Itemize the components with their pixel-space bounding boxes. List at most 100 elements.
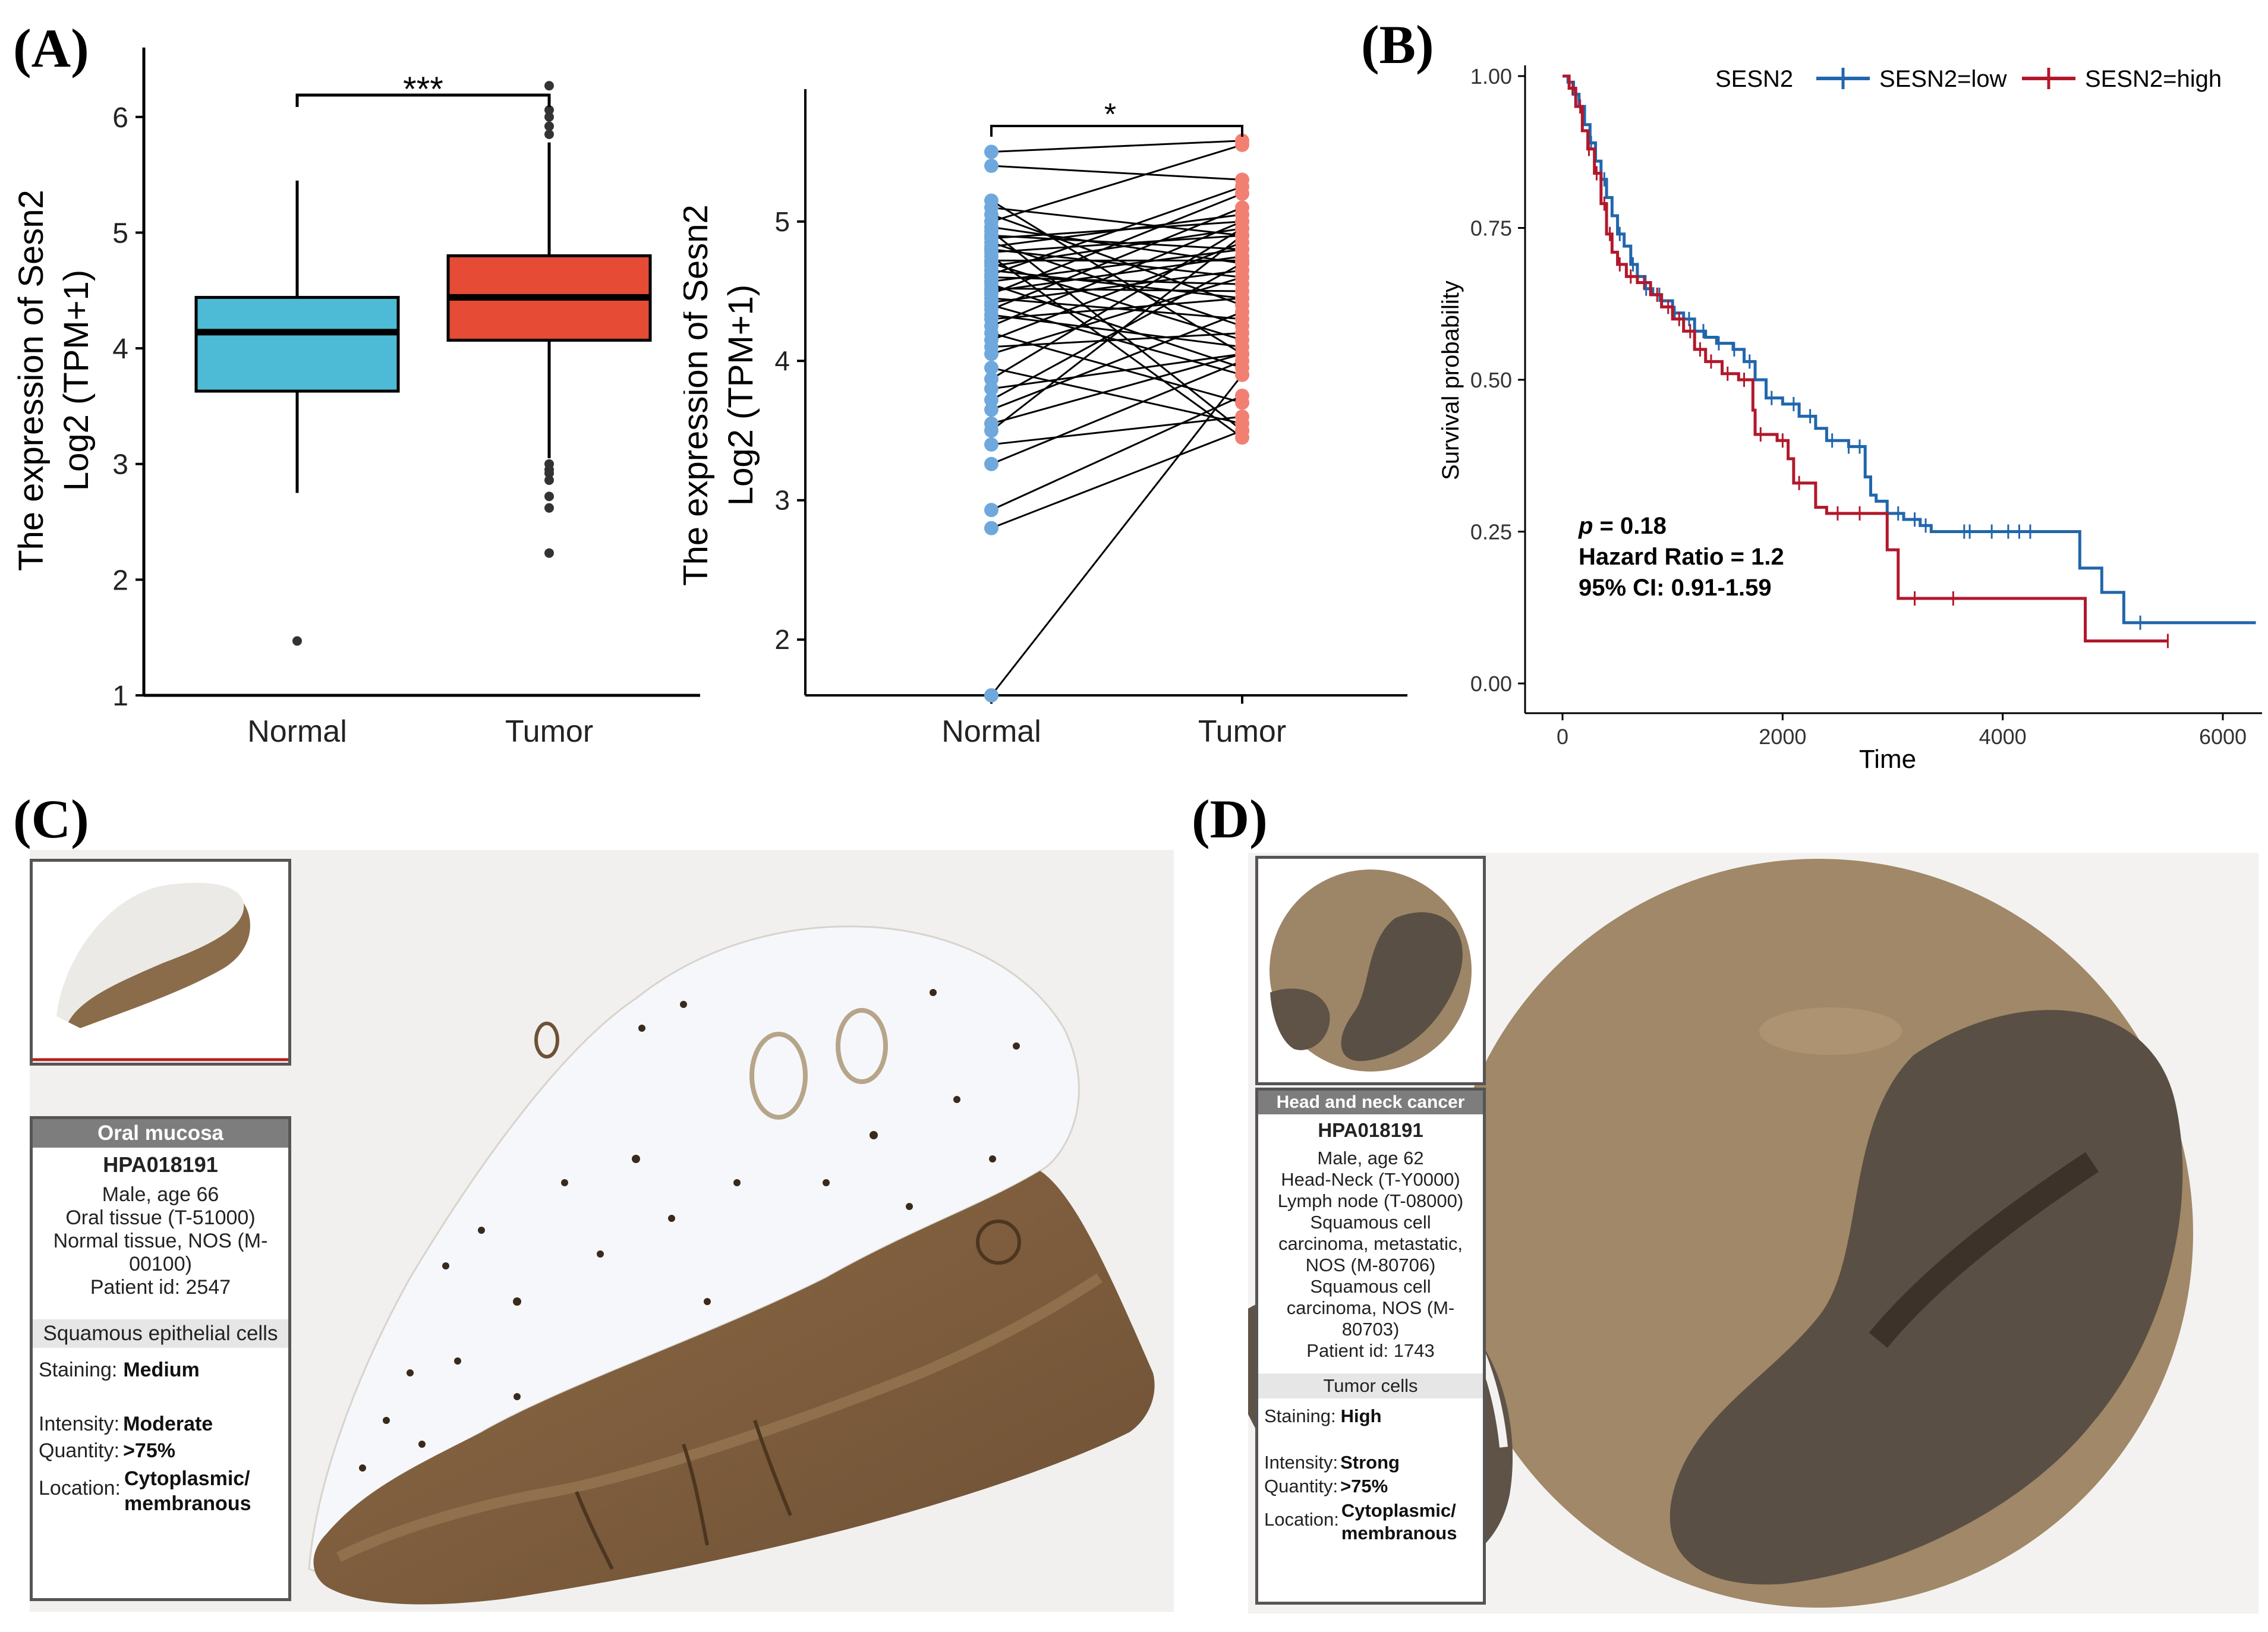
paired-point-normal-6 (984, 416, 998, 431)
thumbnail-normal-drawing (33, 883, 288, 1061)
paired-line-34 (991, 256, 1243, 439)
paired-ytick-label-2: 4 (774, 345, 790, 376)
paired-point-tumor-47 (1235, 172, 1249, 187)
tumor-patient-info-7: Squamous cell (1310, 1276, 1431, 1297)
paired-xtick-tumor: Tumor (1198, 714, 1286, 749)
km-annotation-hr: Hazard Ratio = 1.2 (1579, 544, 1784, 570)
km-xlabel: Time (1859, 745, 1916, 774)
paired-chart: The expression of Sesn2 Log2 (TPM+1) * N… (683, 89, 1407, 749)
boxplot-xtick-normal: Normal (247, 714, 347, 749)
paired-point-tumor-26 (1235, 360, 1249, 375)
boxplot-significance: *** (403, 70, 443, 109)
location-label-tumor: Location: (1264, 1509, 1339, 1530)
boxplot-xtick-tumor: Tumor (505, 714, 593, 749)
paired-line-5 (991, 235, 1243, 431)
paired-point-normal-46 (984, 193, 998, 208)
paired-point-tumor-36 (1235, 270, 1249, 285)
antibody-id-normal: HPA018191 (103, 1152, 218, 1177)
intensity-value-tumor: Strong (1340, 1452, 1400, 1473)
km-legend-low-label: SESN2=low (1879, 66, 2007, 92)
boxplot-ytick-label-0: 1 (112, 680, 128, 712)
boxplot-outlier-1-2 (544, 492, 554, 502)
paired-line-36 (991, 248, 1243, 279)
km-annotation-p: p = 0.18 (1578, 513, 1667, 539)
boxplot-ytick-label-3: 4 (112, 333, 128, 365)
patient-info-3: Normal tissue, NOS (M- (53, 1230, 268, 1252)
tumor-patient-info-10: Patient id: 1743 (1306, 1340, 1435, 1361)
boxplot-outlier-1-10 (544, 105, 554, 115)
location-label-normal: Location: (39, 1477, 121, 1499)
paired-line-22 (991, 297, 1243, 320)
location-row-tumor: Location: Cytoplasmic/ membranous (1264, 1499, 1483, 1545)
paired-line-39 (991, 220, 1243, 240)
antibody-id-tumor: HPA018191 (1318, 1119, 1423, 1141)
paired-point-tumor-42 (1235, 256, 1249, 271)
km-curve-low (1563, 74, 2256, 625)
staining-label-normal: Staining: (39, 1359, 118, 1381)
paired-point-normal-9 (984, 382, 998, 396)
survival-chart: Survival probability Time SESN2 SESN2=lo… (1438, 64, 2262, 774)
boxplot-ylabel-2: Log2 (TPM+1) (57, 270, 96, 491)
quantity-label-tumor: Quantity: (1264, 1476, 1338, 1496)
panel-label-c: (C) (13, 789, 89, 849)
quantity-value-tumor: >75% (1340, 1476, 1388, 1496)
paired-point-normal-4 (984, 437, 998, 452)
km-ytick-label-4: 1.00 (1470, 64, 1512, 89)
thumbnail-normal (30, 859, 291, 1066)
paired-point-tumor-38 (1235, 319, 1249, 333)
km-xtick-label-0: 0 (1557, 724, 1568, 749)
paired-point-tumor-32 (1235, 333, 1249, 348)
paired-line-14 (991, 241, 1243, 341)
intensity-row-tumor: Intensity: Strong (1264, 1452, 1483, 1473)
paired-point-tumor-40 (1235, 242, 1249, 257)
paired-line-20 (991, 304, 1243, 376)
boxplot-chart: The expression of Sesn2 Log2 (TPM+1) ***… (12, 48, 700, 749)
paired-line-21 (991, 269, 1243, 304)
staining-row-normal: Staining: Medium (39, 1359, 288, 1382)
paired-significance: * (1104, 97, 1116, 132)
km-ytick-label-3: 0.75 (1470, 216, 1512, 241)
paired-ytick-label-0: 2 (774, 624, 790, 655)
intensity-value-normal: Moderate (123, 1413, 213, 1435)
km-xtick-label-1: 2000 (1759, 724, 1806, 749)
paired-line-42 (991, 226, 1243, 264)
panel-label-d: (D) (1192, 789, 1268, 849)
paired-line-15 (991, 332, 1243, 404)
panel-label-b: (B) (1361, 14, 1434, 75)
boxplot-outlier-1-7 (544, 129, 554, 139)
boxplot-outlier-1-1 (544, 503, 554, 513)
paired-point-tumor-39 (1235, 214, 1249, 229)
paired-line-28 (991, 276, 1243, 285)
staining-label-tumor: Staining: (1264, 1406, 1336, 1426)
paired-point-tumor-15 (1235, 395, 1249, 410)
paired-line-4 (991, 415, 1243, 446)
info-box-tumor: Head and neck cancer HPA018191 Male, age… (1255, 1088, 1486, 1605)
paired-point-normal-2 (984, 503, 998, 518)
boxplot-outlier-1-8 (544, 121, 554, 131)
paired-line-6 (991, 353, 1243, 425)
km-xtick-label-2: 4000 (1979, 724, 2027, 749)
paired-line-43 (991, 144, 1243, 223)
paired-point-tumor-41 (1235, 423, 1249, 438)
paired-line-24 (991, 255, 1243, 292)
tumor-patient-info-3: Lymph node (T-08000) (1277, 1190, 1464, 1211)
cell-type-tumor: Tumor cells (1258, 1373, 1483, 1398)
tumor-patient-info-9: 80703) (1341, 1319, 1400, 1340)
tumor-patient-info-4: Squamous cell (1310, 1212, 1431, 1233)
location-value-tumor: Cytoplasmic/ membranous (1341, 1500, 1457, 1543)
tumor-patient-info-1: Male, age 62 (1317, 1148, 1424, 1168)
tumor-patient-info-5: carcinoma, metastatic, (1278, 1233, 1463, 1254)
paired-ytick-label-1: 3 (774, 485, 790, 516)
paired-point-normal-11 (984, 360, 998, 375)
staining-value-normal: Medium (123, 1359, 200, 1381)
intensity-row-normal: Intensity: Moderate (39, 1413, 288, 1436)
paired-ylabel-2: Log2 (TPM+1) (722, 285, 760, 506)
paired-line-48 (991, 140, 1243, 153)
tissue-normal-drawing (308, 925, 1155, 1605)
quantity-value-normal: >75% (123, 1439, 175, 1462)
paired-line-9 (991, 353, 1243, 390)
paired-point-tumor-44 (1235, 298, 1249, 313)
info-box-normal: Oral mucosa HPA018191 Male, age 66 Oral … (30, 1116, 291, 1601)
boxplot-box-0 (194, 295, 400, 393)
tumor-patient-info-8: carcinoma, NOS (M- (1286, 1297, 1455, 1318)
